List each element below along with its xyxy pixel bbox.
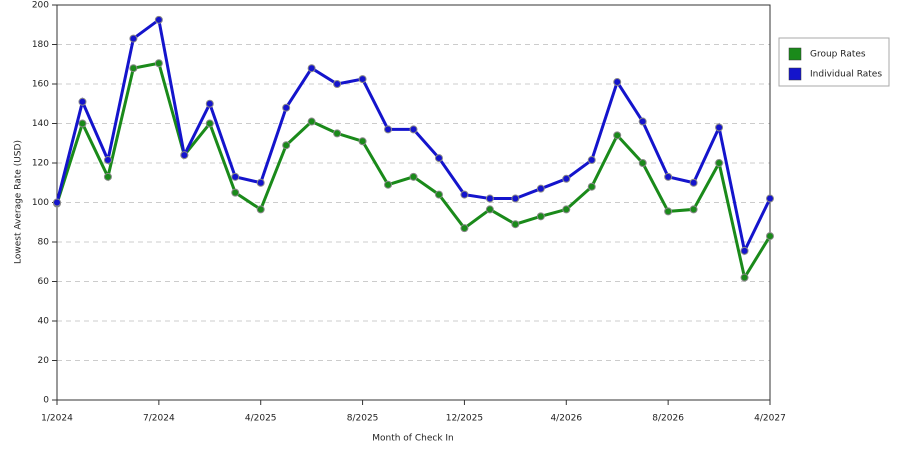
- x-axis-title: Month of Check In: [372, 434, 454, 444]
- data-point: [333, 129, 342, 138]
- data-point: [358, 75, 367, 84]
- data-point: [613, 131, 622, 140]
- legend-swatch: [788, 47, 802, 61]
- x-tick-label: 1/2024: [41, 414, 73, 424]
- data-point: [638, 159, 647, 167]
- legend-swatch: [788, 67, 802, 81]
- data-point: [485, 194, 494, 203]
- data-point: [434, 190, 443, 199]
- data-point: [460, 190, 469, 199]
- y-tick-label: 180: [32, 40, 49, 50]
- data-point: [53, 198, 61, 207]
- data-point: [613, 78, 622, 87]
- data-point: [154, 59, 163, 68]
- x-tick-label: 4/2025: [245, 414, 277, 424]
- data-point: [358, 137, 367, 146]
- y-tick-label: 140: [32, 119, 49, 129]
- data-point: [562, 205, 571, 214]
- y-tick-label: 80: [38, 238, 50, 248]
- data-point: [587, 156, 596, 165]
- data-point: [205, 99, 214, 108]
- data-point: [307, 117, 316, 126]
- data-point: [78, 119, 87, 128]
- data-point: [689, 178, 698, 187]
- data-point: [154, 15, 163, 24]
- data-point: [715, 159, 724, 167]
- data-point: [282, 141, 291, 150]
- data-point: [129, 64, 138, 73]
- data-point: [740, 273, 749, 282]
- data-point: [282, 103, 291, 112]
- data-point: [384, 125, 393, 134]
- data-point: [664, 172, 673, 181]
- data-point: [536, 212, 545, 221]
- x-tick-label: 4/2026: [550, 414, 582, 424]
- y-tick-label: 100: [32, 198, 49, 208]
- legend-label: Group Rates: [810, 50, 866, 60]
- data-point: [740, 246, 749, 255]
- data-point: [434, 154, 443, 163]
- y-tick-label: 20: [38, 356, 50, 366]
- data-point: [256, 178, 265, 187]
- y-tick-label: 60: [38, 277, 50, 287]
- x-tick-label: 8/2026: [652, 414, 684, 424]
- data-point: [587, 182, 596, 191]
- data-point: [78, 97, 87, 106]
- data-point: [180, 151, 189, 160]
- y-tick-label: 40: [38, 317, 50, 327]
- legend-label: Individual Rates: [810, 70, 882, 80]
- data-point: [715, 123, 724, 132]
- data-point: [511, 220, 520, 229]
- x-tick-label: 7/2024: [143, 414, 175, 424]
- data-point: [409, 125, 418, 134]
- x-tick-label: 4/2027: [754, 414, 786, 424]
- data-point: [562, 174, 571, 183]
- data-point: [307, 64, 316, 73]
- data-point: [205, 119, 214, 128]
- data-point: [485, 205, 494, 214]
- y-tick-label: 120: [32, 159, 49, 169]
- data-point: [129, 34, 138, 43]
- y-tick-label: 200: [32, 1, 49, 11]
- data-point: [256, 205, 265, 214]
- data-point: [766, 232, 774, 241]
- data-point: [384, 180, 393, 189]
- x-tick-label: 12/2025: [446, 414, 483, 424]
- data-point: [460, 224, 469, 233]
- data-point: [333, 80, 342, 88]
- series-line: [55, 17, 772, 256]
- x-tick-label: 8/2025: [347, 414, 379, 424]
- data-point: [689, 205, 698, 214]
- data-point: [536, 184, 545, 193]
- data-point: [638, 117, 647, 126]
- data-point: [664, 207, 673, 216]
- y-axis-title: Lowest Average Rate (USD): [14, 140, 24, 264]
- data-point: [103, 172, 112, 181]
- data-point: [511, 194, 520, 203]
- y-tick-label: 160: [32, 80, 49, 90]
- data-point: [231, 172, 240, 181]
- data-point: [103, 156, 112, 165]
- y-tick-label: 0: [43, 396, 49, 406]
- data-point: [766, 194, 774, 203]
- data-point: [409, 172, 418, 181]
- series-line: [55, 61, 772, 282]
- data-point: [231, 188, 240, 197]
